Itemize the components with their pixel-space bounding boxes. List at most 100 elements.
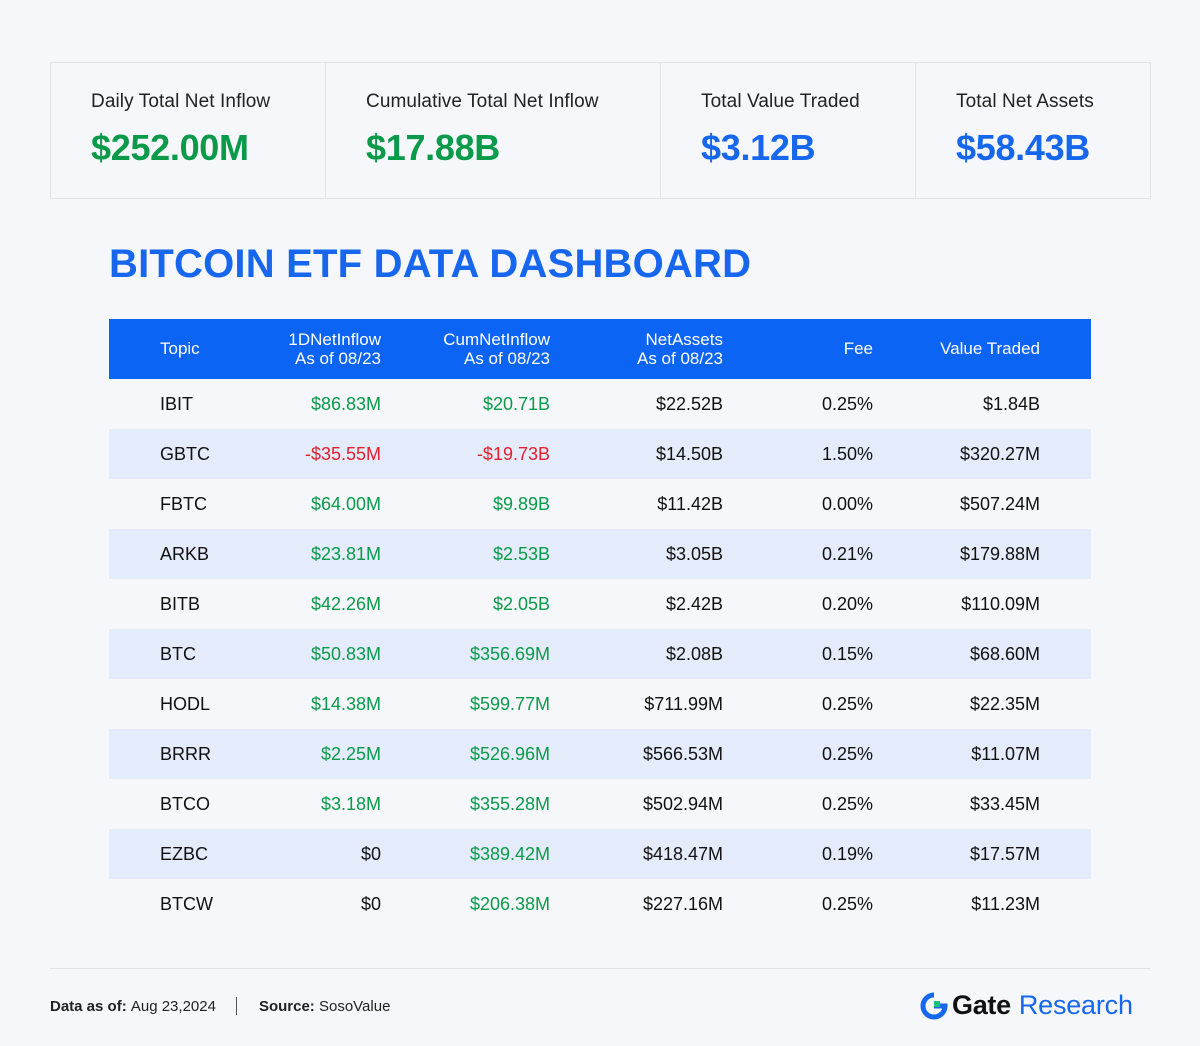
table-row: EZBC $0 $389.42M $418.47M 0.19% $17.57M (109, 829, 1091, 879)
cell-net-assets: $11.42B (657, 493, 723, 514)
header-line: CumNetInflow (443, 330, 550, 349)
footer-info: Data as of: Aug 23,2024 Source: SosoValu… (50, 997, 390, 1015)
cell-value-traded: $22.35M (969, 693, 1040, 714)
stat-label: Daily Total Net Inflow (91, 91, 271, 112)
cell-fee: 1.50% (821, 443, 873, 464)
table-header: Topic 1DNetInflow As of 08/23 CumNetInfl… (109, 319, 1091, 379)
table-row: GBTC -$35.55M -$19.73B $14.50B 1.50% $320.27M (109, 429, 1091, 479)
cell-topic: BITB (160, 593, 201, 614)
stat-daily-net-inflow: Daily Total Net Inflow $252.00M (51, 63, 326, 198)
stat-label: Total Net Assets (956, 91, 1094, 112)
data-as-of-value: Aug 23,2024 (130, 997, 216, 1015)
cell-fee: 0.00% (821, 493, 873, 514)
cell-net-assets: $502.94M (642, 793, 723, 814)
cell-net-assets: $418.47M (642, 843, 723, 864)
cell-1d-net-inflow: $14.38M (310, 693, 381, 714)
footer-divider (50, 968, 1151, 969)
table-row: BTCW $0 $206.38M $227.16M 0.25% $11.23M (109, 879, 1091, 929)
brand-sub: Research (1018, 990, 1133, 1020)
gate-logo-icon (920, 992, 948, 1019)
etf-table: Topic 1DNetInflow As of 08/23 CumNetInfl… (109, 319, 1091, 929)
cell-fee: 0.21% (821, 543, 873, 564)
cell-value-traded: $1.84B (982, 393, 1040, 414)
table-row: ARKB $23.81M $2.53B $3.05B 0.21% $179.88M (109, 529, 1091, 579)
table-row: BTC $50.83M $356.69M $2.08B 0.15% $68.60M (109, 629, 1091, 679)
header-line: NetAssets (645, 330, 723, 349)
cell-fee: 0.20% (821, 593, 873, 614)
table-row: FBTC $64.00M $9.89B $11.42B 0.00% $507.24M (109, 479, 1091, 529)
cell-cum-net-inflow: $2.05B (492, 593, 550, 614)
header-cum-net-inflow: CumNetInflow As of 08/23 (381, 330, 550, 368)
cell-net-assets: $14.50B (655, 443, 723, 464)
stat-cumulative-net-inflow: Cumulative Total Net Inflow $17.88B (326, 63, 661, 198)
cell-1d-net-inflow: $0 (360, 843, 381, 864)
cell-value-traded: $507.24M (959, 493, 1040, 514)
cell-fee: 0.25% (821, 893, 873, 914)
source-label: Source: (258, 997, 315, 1015)
cell-fee: 0.19% (821, 843, 873, 864)
cell-net-assets: $711.99M (644, 693, 723, 714)
stat-label: Total Value Traded (701, 91, 860, 112)
cell-cum-net-inflow: $20.71B (482, 393, 550, 414)
header-topic: Topic (160, 339, 200, 358)
table-body: IBIT $86.83M $20.71B $22.52B 0.25% $1.84B GBTC… (109, 379, 1091, 929)
cell-cum-net-inflow: -$19.73B (476, 443, 550, 464)
cell-1d-net-inflow: $3.18M (320, 793, 381, 814)
cell-fee: 0.15% (821, 643, 873, 664)
cell-1d-net-inflow: $64.00M (310, 493, 381, 514)
cell-value-traded: $17.57M (969, 843, 1040, 864)
cell-net-assets: $22.52B (655, 393, 723, 414)
table-row: HODL $14.38M $599.77M $711.99M 0.25% $22.35M (109, 679, 1091, 729)
page-title: BITCOIN ETF DATA DASHBOARD (109, 242, 752, 286)
table-row: BTCO $3.18M $355.28M $502.94M 0.25% $33.45M (109, 779, 1091, 829)
cell-topic: BTC (160, 643, 196, 664)
cell-cum-net-inflow: $389.42M (469, 843, 550, 864)
source-value: SosoValue (318, 997, 391, 1015)
cell-cum-net-inflow: $206.38M (469, 893, 550, 914)
cell-1d-net-inflow: $50.83M (310, 643, 381, 664)
cell-topic: HODL (160, 693, 211, 714)
header-line: As of 08/23 (294, 349, 381, 368)
cell-cum-net-inflow: $2.53B (492, 543, 550, 564)
cell-value-traded: $320.27M (959, 443, 1040, 464)
cell-value-traded: $110.09M (961, 593, 1040, 614)
cell-1d-net-inflow: -$35.55M (304, 443, 381, 464)
header-net-assets: NetAssets As of 08/23 (550, 330, 723, 368)
brand-name: Gate (952, 990, 1011, 1020)
stat-value: $252.00M (91, 127, 249, 168)
cell-cum-net-inflow: $9.89B (492, 493, 550, 514)
header-1d-net-inflow: 1DNetInflow As of 08/23 (274, 330, 381, 368)
header-line: 1DNetInflow (288, 330, 381, 349)
cell-topic: BTCW (160, 893, 213, 914)
stat-label: Cumulative Total Net Inflow (366, 91, 599, 112)
cell-net-assets: $2.42B (665, 593, 723, 614)
cell-topic: FBTC (160, 493, 207, 514)
cell-net-assets: $227.16M (642, 893, 723, 914)
header-fee: Fee (843, 339, 873, 358)
data-as-of-label: Data as of: (50, 997, 127, 1015)
cell-topic: BRRR (160, 743, 212, 764)
header-value-traded: Value Traded (940, 339, 1040, 358)
cell-cum-net-inflow: $356.69M (469, 643, 550, 664)
cell-fee: 0.25% (821, 693, 873, 714)
footer-separator (235, 997, 237, 1015)
cell-value-traded: $179.88M (959, 543, 1040, 564)
cell-fee: 0.25% (821, 743, 873, 764)
cell-1d-net-inflow: $42.26M (310, 593, 381, 614)
header-line: As of 08/23 (463, 349, 550, 368)
cell-value-traded: $11.23M (971, 893, 1040, 914)
cell-value-traded: $11.07M (971, 743, 1040, 764)
cell-topic: BTCO (160, 793, 211, 814)
cell-net-assets: $566.53M (642, 743, 723, 764)
table-row: BITB $42.26M $2.05B $2.42B 0.20% $110.09M (109, 579, 1091, 629)
cell-topic: GBTC (160, 443, 211, 464)
cell-cum-net-inflow: $526.96M (469, 743, 550, 764)
cell-1d-net-inflow: $86.83M (310, 393, 381, 414)
stat-total-value-traded: Total Value Traded $3.12B (661, 63, 916, 198)
cell-fee: 0.25% (821, 393, 873, 414)
stat-value: $17.88B (366, 127, 501, 168)
cell-1d-net-inflow: $23.81M (310, 543, 381, 564)
cell-fee: 0.25% (821, 793, 873, 814)
cell-topic: IBIT (160, 393, 194, 414)
table-row: BRRR $2.25M $526.96M $566.53M 0.25% $11.07M (109, 729, 1091, 779)
